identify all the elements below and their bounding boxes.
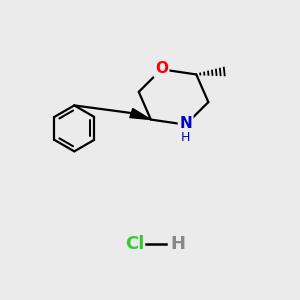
Text: O: O [155,61,168,76]
Text: H: H [181,130,190,143]
Text: N: N [179,116,192,131]
Text: H: H [170,235,185,253]
Polygon shape [130,109,151,120]
Text: Cl: Cl [125,235,144,253]
